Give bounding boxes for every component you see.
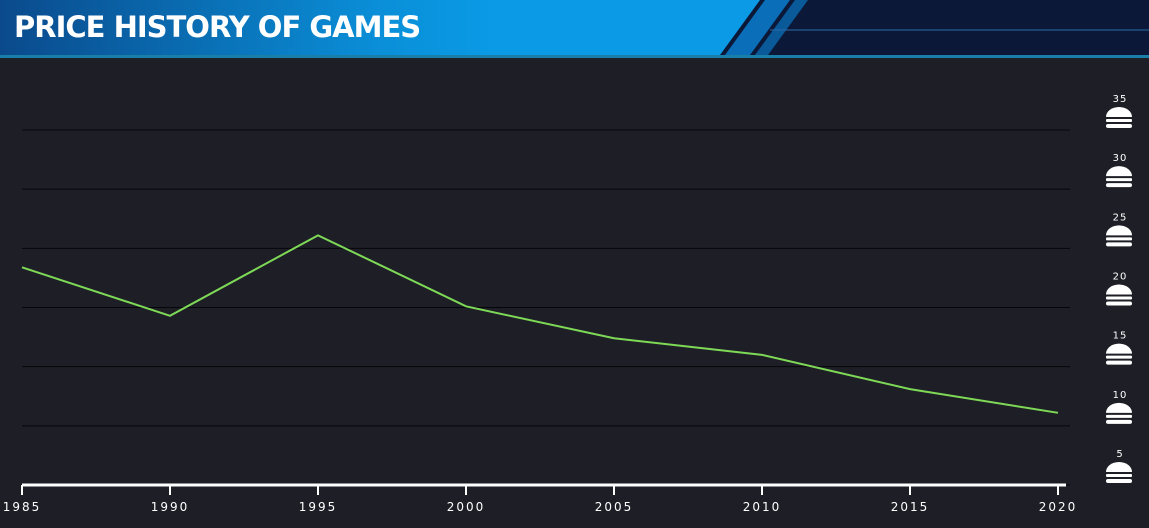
burger-bun bbox=[1106, 225, 1132, 236]
burger-patty bbox=[1106, 296, 1132, 300]
x-tick-label: 2010 bbox=[743, 500, 782, 514]
burger-bun bbox=[1106, 107, 1132, 117]
burger-bun bbox=[1106, 284, 1132, 295]
x-tick-label: 1995 bbox=[299, 500, 338, 514]
burger-bottom bbox=[1106, 360, 1132, 365]
y-tick-label: 20 bbox=[1113, 272, 1128, 283]
y-tick-label: 35 bbox=[1113, 94, 1128, 105]
x-tick-label: 2015 bbox=[891, 500, 930, 514]
burger-icon bbox=[1106, 107, 1132, 128]
burger-patty bbox=[1106, 237, 1132, 241]
burger-bottom bbox=[1106, 124, 1132, 128]
x-tick-label: 2020 bbox=[1039, 500, 1078, 514]
burger-icon bbox=[1106, 225, 1132, 247]
burger-icon bbox=[1106, 166, 1132, 188]
burger-icon bbox=[1106, 462, 1132, 483]
banner bbox=[0, 0, 1149, 58]
y-tick-label: 5 bbox=[1116, 449, 1123, 460]
burger-bottom bbox=[1106, 242, 1132, 247]
y-tick-label: 25 bbox=[1113, 212, 1128, 223]
burger-bun bbox=[1106, 343, 1132, 354]
burger-bottom bbox=[1106, 301, 1132, 306]
burger-icon bbox=[1106, 402, 1132, 424]
x-tick-label: 2005 bbox=[595, 500, 634, 514]
burger-icon bbox=[1106, 343, 1132, 365]
burger-patty bbox=[1106, 414, 1132, 418]
y-tick-label: 10 bbox=[1113, 390, 1128, 401]
burger-bottom bbox=[1106, 479, 1132, 483]
burger-icon bbox=[1106, 284, 1132, 306]
y-tick-label: 15 bbox=[1113, 331, 1128, 342]
burger-patty bbox=[1106, 119, 1132, 122]
burger-patty bbox=[1106, 355, 1132, 359]
burger-patty bbox=[1106, 178, 1132, 182]
x-tick-label: 1985 bbox=[3, 500, 42, 514]
burger-patty bbox=[1106, 474, 1132, 477]
burger-bun bbox=[1106, 402, 1132, 413]
burger-bottom bbox=[1106, 419, 1132, 424]
y-tick-label: 30 bbox=[1113, 153, 1128, 164]
burger-bun bbox=[1106, 462, 1132, 472]
chart-title: PRICE HISTORY OF GAMES bbox=[14, 10, 421, 44]
burger-bottom bbox=[1106, 183, 1132, 188]
burger-bun bbox=[1106, 166, 1132, 177]
x-tick-label: 1990 bbox=[151, 500, 190, 514]
x-tick-label: 2000 bbox=[447, 500, 486, 514]
line bbox=[21, 234, 1059, 414]
